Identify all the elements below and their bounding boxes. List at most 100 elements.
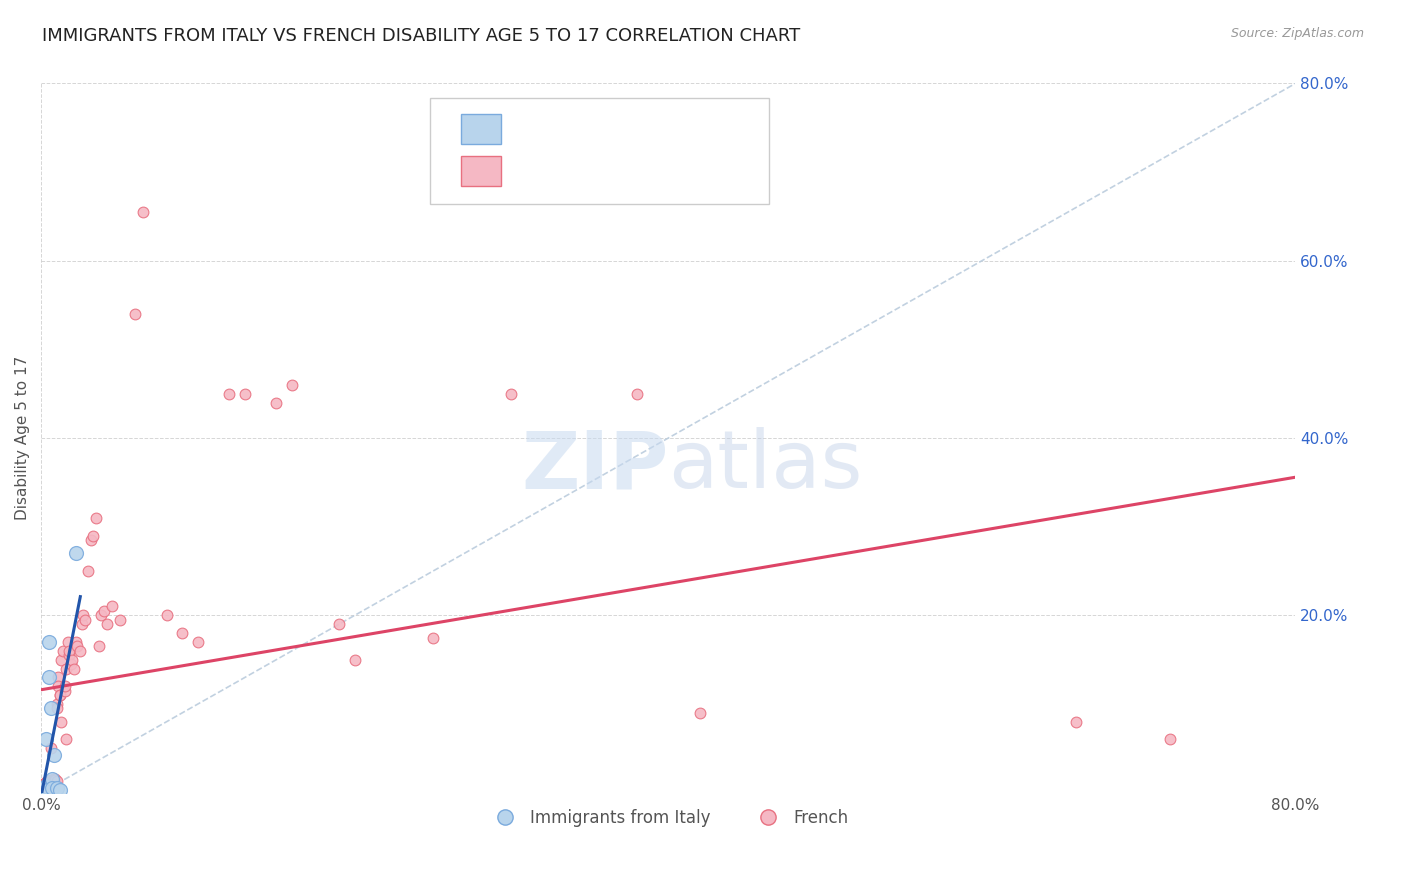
- Point: [59, 657, 82, 672]
- Point: [32, 778, 55, 792]
- Point: [72, 608, 94, 623]
- Point: [93, 604, 115, 618]
- Point: [501, 386, 523, 401]
- Point: [42, 772, 65, 787]
- Point: [35, 775, 58, 789]
- Point: [37, 780, 59, 794]
- Point: [49, 783, 72, 797]
- Y-axis label: Disability Age 5 to 17: Disability Age 5 to 17: [15, 356, 30, 520]
- Point: [42, 774, 65, 789]
- Point: [82, 528, 104, 542]
- Point: [32, 777, 55, 791]
- Point: [80, 533, 103, 547]
- Text: IMMIGRANTS FROM ITALY VS FRENCH DISABILITY AGE 5 TO 17 CORRELATION CHART: IMMIGRANTS FROM ITALY VS FRENCH DISABILI…: [42, 27, 800, 45]
- Point: [55, 661, 77, 675]
- Point: [689, 706, 711, 720]
- Point: [266, 395, 288, 409]
- Point: [132, 205, 155, 219]
- Point: [55, 732, 77, 747]
- Point: [31, 777, 53, 791]
- Point: [89, 640, 111, 654]
- Point: [38, 775, 60, 789]
- Point: [35, 778, 58, 792]
- Point: [32, 780, 55, 795]
- Point: [48, 670, 70, 684]
- Point: [65, 546, 87, 560]
- Point: [281, 377, 304, 392]
- Point: [49, 688, 72, 702]
- Bar: [461, 114, 502, 144]
- Point: [155, 608, 177, 623]
- Point: [124, 307, 146, 321]
- Point: [35, 781, 58, 796]
- Point: [187, 635, 209, 649]
- Bar: [461, 156, 502, 186]
- Point: [42, 747, 65, 762]
- Text: R = 0.520   N = 85: R = 0.520 N = 85: [515, 162, 686, 180]
- Point: [37, 783, 59, 797]
- Point: [84, 511, 107, 525]
- Point: [90, 608, 112, 623]
- Point: [39, 741, 62, 756]
- Point: [69, 644, 91, 658]
- Point: [37, 774, 59, 789]
- Point: [51, 653, 73, 667]
- Text: ZIP: ZIP: [522, 427, 668, 506]
- Point: [39, 777, 62, 791]
- Point: [172, 626, 194, 640]
- Point: [53, 679, 76, 693]
- Point: [77, 564, 100, 578]
- Point: [37, 776, 59, 790]
- Point: [35, 732, 58, 747]
- Point: [343, 653, 366, 667]
- Point: [45, 781, 67, 796]
- Point: [58, 648, 80, 663]
- Point: [626, 386, 648, 401]
- Point: [108, 613, 131, 627]
- Point: [45, 774, 67, 789]
- Point: [42, 773, 65, 788]
- Point: [218, 386, 240, 401]
- Point: [41, 772, 63, 787]
- Point: [96, 617, 118, 632]
- Point: [32, 779, 55, 793]
- Point: [41, 775, 63, 789]
- Point: [63, 661, 86, 675]
- Point: [44, 772, 66, 787]
- Point: [38, 774, 60, 789]
- Point: [39, 776, 62, 790]
- Point: [233, 386, 256, 401]
- Point: [35, 779, 58, 793]
- Point: [328, 617, 350, 632]
- Text: atlas: atlas: [668, 427, 863, 506]
- Point: [45, 697, 67, 711]
- Point: [41, 774, 63, 789]
- Point: [52, 644, 75, 658]
- Point: [32, 781, 55, 796]
- Point: [422, 631, 444, 645]
- Point: [38, 775, 60, 789]
- Point: [56, 635, 79, 649]
- Point: [66, 640, 89, 654]
- Point: [1064, 714, 1087, 729]
- Point: [53, 683, 76, 698]
- Point: [1159, 732, 1181, 747]
- Point: [31, 779, 53, 793]
- Point: [70, 617, 93, 632]
- Point: [38, 635, 60, 649]
- Point: [62, 653, 84, 667]
- Point: [73, 613, 96, 627]
- Point: [39, 701, 62, 715]
- Point: [51, 714, 73, 729]
- Point: [44, 773, 66, 788]
- Point: [35, 779, 58, 793]
- Point: [58, 644, 80, 658]
- Point: [49, 688, 72, 702]
- Point: [45, 701, 67, 715]
- Point: [48, 679, 70, 693]
- Point: [35, 777, 58, 791]
- Legend: Immigrants from Italy, French: Immigrants from Italy, French: [481, 803, 855, 834]
- Point: [38, 670, 60, 684]
- Point: [42, 772, 65, 787]
- Text: Source: ZipAtlas.com: Source: ZipAtlas.com: [1230, 27, 1364, 40]
